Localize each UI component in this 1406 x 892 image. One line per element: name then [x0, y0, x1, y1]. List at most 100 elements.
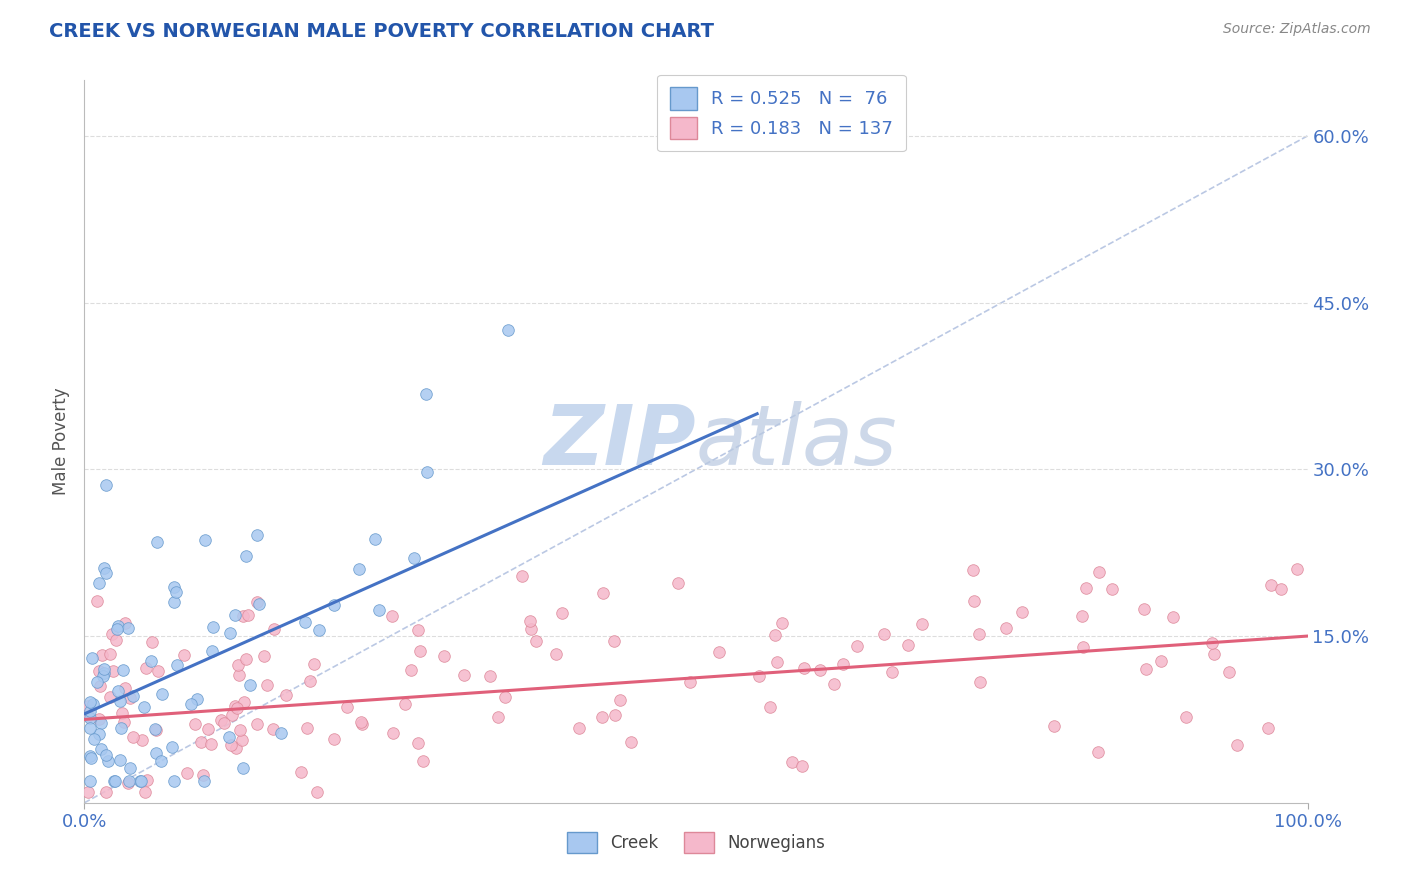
Point: [105, 632, 128, 647]
Point: [494, 690, 516, 705]
Point: [1202, 648, 1225, 662]
Point: [117, 621, 139, 635]
Point: [134, 785, 156, 799]
Text: atlas: atlas: [696, 401, 897, 482]
Point: [225, 740, 247, 755]
Point: [117, 776, 139, 790]
Point: [163, 580, 186, 594]
Point: [790, 759, 813, 773]
Point: [132, 699, 155, 714]
Point: [150, 687, 173, 701]
Point: [408, 736, 430, 750]
Point: [897, 638, 920, 652]
Point: [79, 721, 101, 735]
Point: [263, 622, 285, 636]
Point: [1011, 605, 1033, 619]
Point: [221, 707, 243, 722]
Point: [90, 716, 112, 731]
Point: [101, 627, 124, 641]
Point: [995, 621, 1018, 635]
Point: [228, 667, 250, 681]
Point: [406, 624, 429, 638]
Point: [212, 716, 235, 731]
Point: [93, 662, 115, 676]
Point: [218, 731, 240, 745]
Point: [322, 731, 344, 746]
Point: [235, 652, 257, 666]
Point: [246, 717, 269, 731]
Point: [184, 716, 207, 731]
Point: [347, 562, 370, 576]
Point: [1071, 609, 1094, 624]
Point: [225, 701, 247, 715]
Point: [382, 726, 405, 740]
Point: [89, 679, 111, 693]
Legend: Creek, Norwegians: Creek, Norwegians: [561, 826, 831, 860]
Point: [416, 465, 439, 479]
Point: [270, 725, 292, 739]
Point: [1087, 565, 1109, 579]
Point: [335, 700, 357, 714]
Point: [295, 721, 318, 735]
Point: [200, 737, 222, 751]
Point: [162, 773, 184, 788]
Point: [568, 721, 591, 735]
Point: [111, 663, 134, 677]
Point: [79, 748, 101, 763]
Point: [544, 647, 567, 661]
Point: [399, 663, 422, 677]
Point: [120, 761, 142, 775]
Point: [226, 657, 249, 672]
Point: [1260, 578, 1282, 592]
Point: [412, 754, 434, 768]
Point: [121, 689, 143, 703]
Point: [262, 722, 284, 736]
Point: [146, 535, 169, 549]
Point: [135, 661, 157, 675]
Point: [77, 785, 100, 799]
Point: [364, 532, 387, 546]
Point: [969, 675, 991, 690]
Point: [350, 715, 373, 730]
Point: [107, 683, 129, 698]
Point: [96, 566, 118, 580]
Point: [748, 669, 770, 683]
Point: [322, 598, 344, 612]
Point: [89, 575, 111, 590]
Point: [274, 689, 297, 703]
Y-axis label: Male Poverty: Male Poverty: [52, 388, 70, 495]
Point: [246, 595, 269, 609]
Point: [770, 616, 793, 631]
Point: [224, 699, 246, 714]
Point: [1135, 662, 1157, 676]
Point: [415, 387, 437, 401]
Point: [80, 651, 103, 665]
Point: [609, 693, 631, 707]
Point: [404, 551, 426, 566]
Point: [190, 735, 212, 749]
Point: [793, 660, 815, 674]
Point: [145, 723, 167, 738]
Point: [193, 773, 215, 788]
Point: [94, 747, 117, 762]
Point: [118, 691, 141, 706]
Point: [87, 713, 110, 727]
Point: [97, 754, 120, 768]
Point: [763, 628, 786, 642]
Point: [592, 586, 614, 600]
Point: [832, 657, 855, 672]
Point: [394, 697, 416, 711]
Point: [77, 699, 100, 714]
Point: [1071, 640, 1094, 654]
Point: [79, 704, 101, 718]
Point: [194, 533, 217, 547]
Point: [368, 603, 391, 617]
Point: [246, 528, 269, 542]
Point: [160, 739, 183, 754]
Point: [180, 697, 202, 711]
Point: [766, 655, 789, 669]
Point: [232, 761, 254, 775]
Point: [114, 681, 136, 695]
Point: [83, 731, 105, 746]
Point: [108, 754, 131, 768]
